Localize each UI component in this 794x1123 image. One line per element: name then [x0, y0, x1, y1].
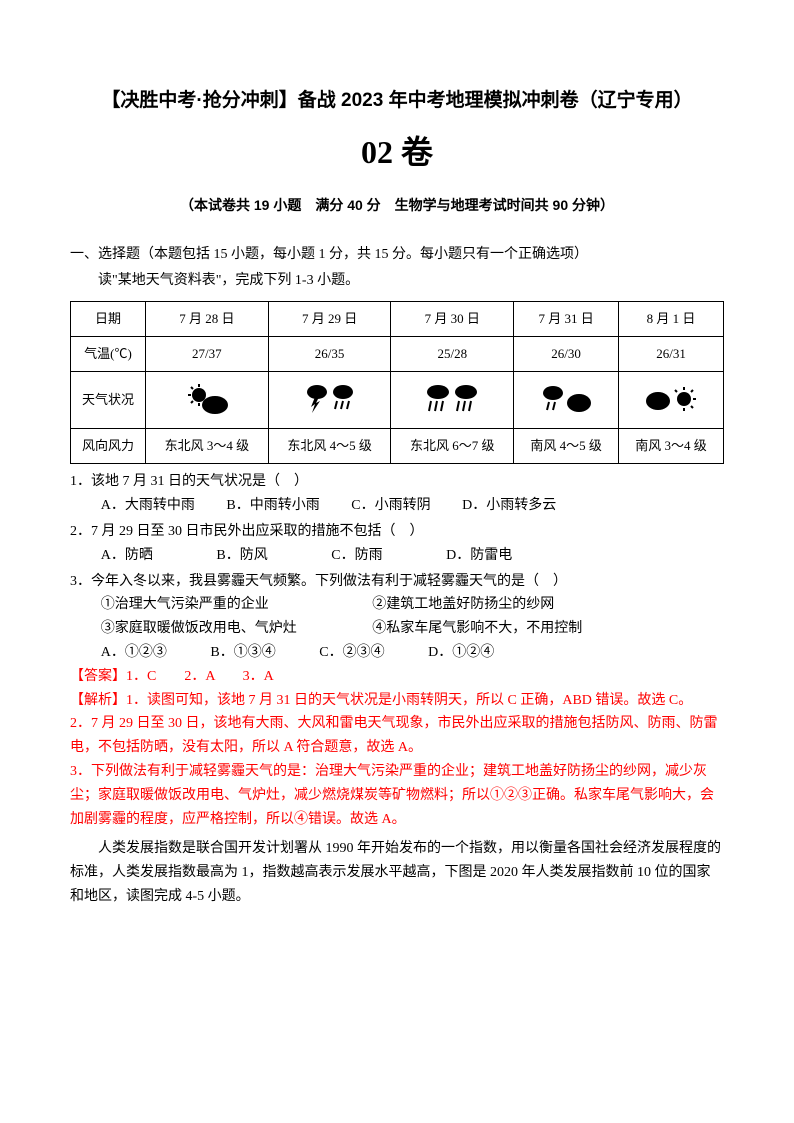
col-head-temp: 气温(℃): [71, 337, 146, 372]
option-a: A．大雨转中雨: [101, 494, 195, 518]
option-d: D．小雨转多云: [462, 494, 556, 518]
table-row: 天气状况: [71, 372, 724, 429]
col-head-weather: 天气状况: [71, 372, 146, 429]
cell-wind: 东北风 4～5 级: [268, 429, 391, 464]
option-b: B．①③④: [210, 641, 275, 665]
cell-wind: 南风 4～5 级: [514, 429, 619, 464]
question-3-options: A．①②③ B．①③④ C．②③④ D．①②④: [70, 641, 724, 665]
sun-cloud-icon: [185, 383, 229, 417]
cell-weather: [146, 372, 269, 429]
question-1-options: A．大雨转中雨 B．中雨转小雨 C．小雨转阴 D．小雨转多云: [70, 494, 724, 518]
option-a: A．①②③: [101, 641, 167, 665]
cell-date: 7 月 28 日: [146, 302, 269, 337]
cell-weather: [514, 372, 619, 429]
question-3-statements: ①治理大气污染严重的企业 ②建筑工地盖好防扬尘的纱网: [70, 593, 724, 617]
option-d: D．①②④: [428, 641, 494, 665]
cell-weather: [391, 372, 514, 429]
cell-date: 8 月 1 日: [619, 302, 724, 337]
table-row: 日期 7 月 28 日 7 月 29 日 7 月 30 日 7 月 31 日 8…: [71, 302, 724, 337]
exam-meta: （本试卷共 19 小题 满分 40 分 生物学与地理考试时间共 90 分钟）: [70, 194, 724, 218]
question-2-options: A．防晒 B．防风 C．防雨 D．防雷电: [70, 544, 724, 568]
table-row: 风向风力 东北风 3～4 级 东北风 4～5 级 东北风 6～7 级 南风 4～…: [71, 429, 724, 464]
cloud-sun-icon: [644, 383, 698, 417]
cell-weather: [268, 372, 391, 429]
option-b: B．防风: [216, 544, 267, 568]
stmt-1: ①治理大气污染严重的企业: [101, 593, 341, 617]
cell-temp: 26/30: [514, 337, 619, 372]
question-3-stem: 3．今年入冬以来，我县雾霾天气频繁。下列做法有利于减轻雾霾天气的是（ ）: [70, 570, 724, 594]
explanation-3: 3．下列做法有利于减轻雾霾天气的是：治理大气污染严重的企业；建筑工地盖好防扬尘的…: [70, 760, 724, 831]
option-c: C．小雨转阴: [351, 494, 430, 518]
question-2-stem: 2．7 月 29 日至 30 日市民外出应采取的措施不包括（ ）: [70, 520, 724, 544]
cell-date: 7 月 29 日: [268, 302, 391, 337]
heavy-rain-icon: [423, 383, 481, 417]
col-head-date: 日期: [71, 302, 146, 337]
cell-wind: 东北风 6～7 级: [391, 429, 514, 464]
answer-line: 【答案】1．C 2．A 3．A: [70, 665, 724, 689]
option-d: D．防雷电: [446, 544, 512, 568]
exam-title: 【决胜中考·抢分冲刺】备战 2023 年中考地理模拟冲刺卷（辽宁专用）: [70, 85, 724, 117]
lead-text-1: 读"某地天气资料表"，完成下列 1-3 小题。: [70, 269, 724, 293]
stmt-3: ③家庭取暖做饭改用电、气炉灶: [101, 617, 341, 641]
cell-wind: 东北风 3～4 级: [146, 429, 269, 464]
cell-weather: [619, 372, 724, 429]
rain-cloudy-icon: [539, 383, 593, 417]
stmt-4: ④私家车尾气影响不大，不用控制: [372, 617, 612, 641]
cell-wind: 南风 3～4 级: [619, 429, 724, 464]
explanation-1: 【解析】1．读图可知，该地 7 月 31 日的天气状况是小雨转阴天，所以 C 正…: [70, 689, 724, 713]
cell-temp: 25/28: [391, 337, 514, 372]
option-b: B．中雨转小雨: [226, 494, 319, 518]
option-c: C．②③④: [319, 641, 384, 665]
cell-temp: 26/31: [619, 337, 724, 372]
cell-temp: 27/37: [146, 337, 269, 372]
cell-temp: 26/35: [268, 337, 391, 372]
question-1-stem: 1．该地 7 月 31 日的天气状况是（ ）: [70, 470, 724, 494]
col-head-wind: 风向风力: [71, 429, 146, 464]
passage-4-5: 人类发展指数是联合国开发计划署从 1990 年开始发布的一个指数，用以衡量各国社…: [70, 837, 724, 908]
option-a: A．防晒: [101, 544, 153, 568]
thunder-rain-icon: [303, 383, 357, 417]
stmt-2: ②建筑工地盖好防扬尘的纱网: [372, 593, 612, 617]
weather-table: 日期 7 月 28 日 7 月 29 日 7 月 30 日 7 月 31 日 8…: [70, 301, 724, 464]
cell-date: 7 月 30 日: [391, 302, 514, 337]
section-heading: 一、选择题（本题包括 15 小题，每小题 1 分，共 15 分。每小题只有一个正…: [70, 243, 724, 267]
question-3-statements: ③家庭取暖做饭改用电、气炉灶 ④私家车尾气影响不大，不用控制: [70, 617, 724, 641]
page: 【决胜中考·抢分冲刺】备战 2023 年中考地理模拟冲刺卷（辽宁专用） 02 卷…: [0, 0, 794, 1123]
explanation-2: 2．7 月 29 日至 30 日，该地有大雨、大风和雷电天气现象，市民外出应采取…: [70, 712, 724, 760]
option-c: C．防雨: [331, 544, 382, 568]
volume-number: 02 卷: [70, 125, 724, 179]
table-row: 气温(℃) 27/37 26/35 25/28 26/30 26/31: [71, 337, 724, 372]
cell-date: 7 月 31 日: [514, 302, 619, 337]
